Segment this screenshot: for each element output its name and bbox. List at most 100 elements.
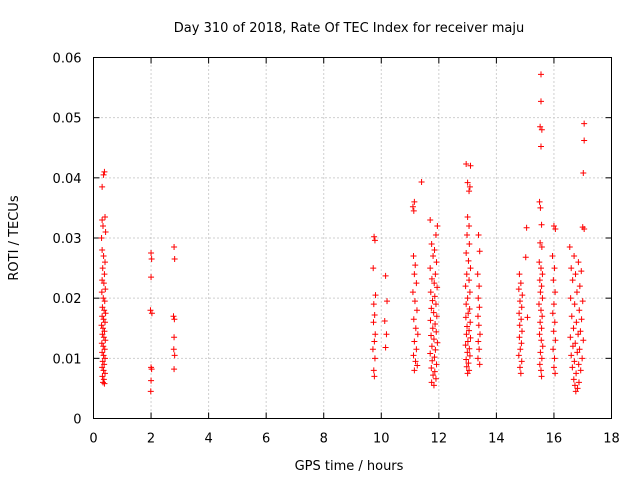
data-point [579, 298, 586, 305]
data-point [463, 271, 470, 278]
data-point [370, 367, 377, 374]
data-point [371, 233, 378, 240]
data-point [577, 328, 584, 335]
data-point [370, 265, 377, 272]
data-point [102, 337, 109, 344]
data-point [171, 244, 178, 251]
data-point [462, 283, 469, 290]
data-point [100, 352, 107, 359]
data-point [537, 265, 544, 272]
data-point [580, 337, 587, 344]
data-point [428, 241, 435, 248]
data-point [148, 377, 155, 384]
data-point [569, 343, 576, 350]
data-point [170, 346, 177, 353]
data-point [466, 327, 473, 334]
data-point [573, 289, 580, 296]
data-point [464, 323, 471, 330]
data-point [466, 188, 473, 195]
data-point [580, 170, 587, 177]
data-point [536, 361, 543, 368]
data-point [384, 298, 391, 305]
data-point [371, 355, 378, 362]
data-point [523, 224, 530, 231]
data-point [431, 368, 438, 375]
data-point [428, 364, 435, 371]
data-point [516, 364, 523, 371]
data-point [474, 355, 481, 362]
data-point [518, 304, 525, 311]
tick-marks [93, 57, 612, 419]
data-point [575, 331, 582, 338]
x-tick-label: 18 [603, 432, 620, 447]
data-point [410, 207, 417, 214]
data-point [567, 295, 574, 302]
data-point [570, 376, 577, 383]
data-point [432, 321, 439, 328]
data-point [171, 256, 178, 263]
data-point [413, 346, 420, 353]
data-point [539, 295, 546, 302]
data-point [99, 313, 106, 320]
data-point [537, 123, 544, 130]
data-point [466, 352, 473, 359]
data-point [413, 307, 420, 314]
grid-lines [93, 57, 612, 419]
data-point [573, 319, 580, 326]
data-point [519, 292, 526, 299]
data-point [537, 204, 544, 211]
data-point [467, 334, 474, 341]
data-point [99, 265, 106, 272]
data-point [572, 340, 579, 347]
data-point [101, 307, 108, 314]
data-point [411, 338, 418, 345]
data-point [434, 222, 441, 229]
data-point [372, 292, 379, 299]
data-point [429, 325, 436, 332]
data-point [515, 286, 522, 293]
data-point [433, 328, 440, 335]
chart-title: Day 310 of 2018, Rate Of TEC Index for r… [174, 21, 524, 36]
data-point [524, 314, 531, 321]
data-point [98, 340, 105, 347]
data-point [412, 325, 419, 332]
data-point [99, 183, 106, 190]
data-point [566, 244, 573, 251]
data-point [537, 289, 544, 296]
plot-frame [93, 57, 612, 419]
data-point [427, 317, 434, 324]
data-point [465, 310, 472, 317]
data-point [100, 280, 107, 287]
data-point [102, 319, 109, 326]
data-point [517, 280, 524, 287]
data-point [539, 271, 546, 278]
data-point [571, 301, 578, 308]
data-point [581, 225, 588, 232]
data-point [515, 352, 522, 359]
data-point [427, 289, 434, 296]
data-point [463, 331, 470, 338]
data-point [538, 337, 545, 344]
data-point [575, 361, 582, 368]
data-point [538, 283, 545, 290]
data-point [371, 312, 378, 319]
data-point [551, 265, 558, 272]
data-point [569, 277, 576, 284]
data-point [465, 360, 472, 367]
data-point [431, 354, 438, 361]
data-point [411, 271, 418, 278]
data-point [467, 162, 474, 169]
data-point [464, 295, 471, 302]
data-point [517, 346, 524, 353]
data-point [476, 248, 483, 255]
data-point [536, 277, 543, 284]
data-point [474, 271, 481, 278]
y-tick-label: 0.03 [53, 232, 82, 247]
data-point [430, 253, 437, 260]
data-point [517, 370, 524, 377]
data-point [101, 328, 108, 335]
data-point [536, 259, 543, 266]
data-point [99, 379, 106, 386]
data-point [537, 239, 544, 246]
data-point [101, 271, 108, 278]
